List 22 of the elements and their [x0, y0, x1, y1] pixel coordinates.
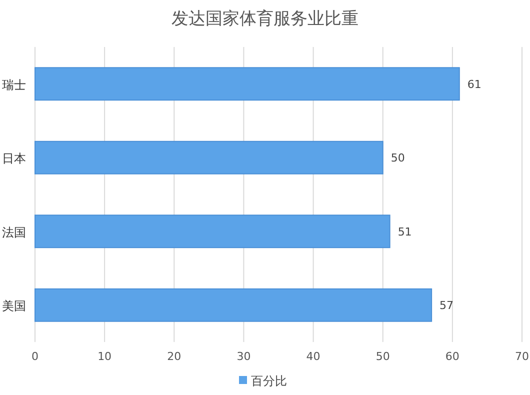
data-label: 50 [390, 152, 405, 165]
legend-label: 百分比 [251, 374, 287, 388]
y-tick-label: 美国 [2, 299, 26, 314]
x-tick-label: 40 [306, 350, 320, 363]
bar [34, 67, 460, 101]
x-tick-label: 20 [167, 350, 182, 363]
bar [34, 214, 390, 248]
data-label: 61 [467, 78, 482, 91]
x-tick-label: 30 [236, 350, 251, 363]
bar [34, 140, 384, 174]
x-tick-label: 10 [98, 350, 112, 363]
y-tick-label: 法国 [2, 225, 26, 240]
x-tick-label: 50 [376, 350, 390, 363]
y-tick-label: 日本 [2, 152, 26, 166]
x-tick-label: 70 [515, 350, 529, 363]
bar [34, 288, 432, 322]
chart-title: 发达国家体育服务业比重 [172, 9, 358, 29]
data-label: 51 [398, 225, 412, 238]
y-tick-label: 瑞士 [2, 78, 26, 92]
x-tick-label: 60 [445, 350, 460, 363]
x-tick-label: 0 [32, 350, 38, 363]
data-label: 57 [440, 299, 454, 312]
